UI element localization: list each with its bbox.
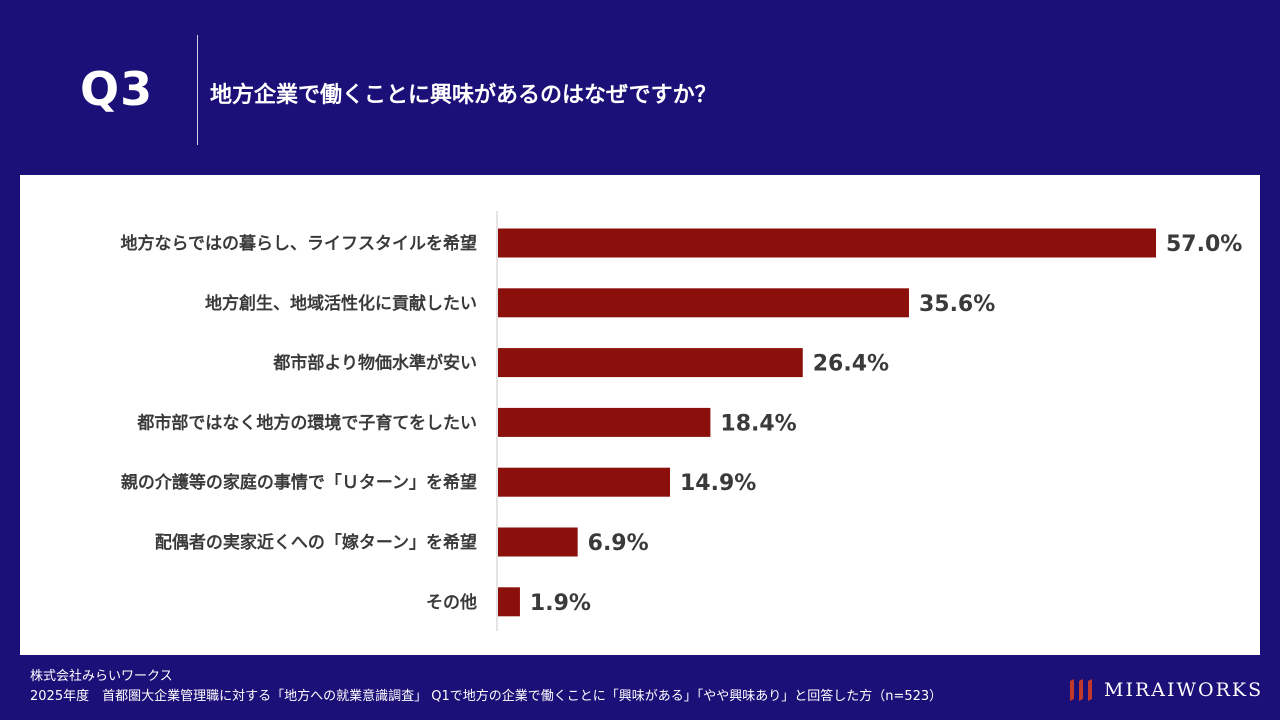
bar-2 <box>498 288 909 318</box>
bar-7 <box>498 587 520 617</box>
bar-1 <box>498 228 1156 258</box>
company-logo: MIRAIWORKS <box>1068 676 1263 704</box>
source-note: 2025年度 首都圏大企業管理職に対する「地方への就業意識調査」 Q1で地方の企… <box>30 689 943 704</box>
bar-chart: 地方ならではの暮らし、ライフスタイルを希望 57.0% 地方創生、地域活性化に貢献し… <box>121 211 1242 631</box>
value-label-1: 57.0% <box>1166 232 1242 257</box>
footer: 株式会社みらいワークス 2025年度 首都圏大企業管理職に対する「地方への就業意… <box>30 667 942 707</box>
bar-6 <box>498 527 578 557</box>
category-label-6: 配偶者の実家近くへの「嫁ターン」を希望 <box>155 532 477 553</box>
question-title: 地方企業で働くことに興味があるのはなぜですか？ <box>210 83 717 108</box>
category-label-4: 都市部ではなく地方の環境で子育てをしたい <box>136 412 477 433</box>
header-divider <box>197 35 198 145</box>
category-label-1: 地方ならではの暮らし、ライフスタイルを希望 <box>121 233 478 254</box>
value-label-3: 26.4% <box>813 352 889 377</box>
value-label-6: 6.9% <box>588 531 649 556</box>
category-label-7: その他 <box>426 592 477 613</box>
bar-3 <box>498 348 803 378</box>
category-label-3: 都市部より物価水準が安い <box>272 353 477 374</box>
company-name: 株式会社みらいワークス <box>30 669 173 684</box>
logo-mark-icon <box>1070 679 1092 701</box>
value-label-5: 14.9% <box>680 471 756 496</box>
bar-5 <box>498 467 671 497</box>
question-number: Q3 <box>80 62 154 116</box>
value-label-4: 18.4% <box>720 411 796 436</box>
value-label-2: 35.6% <box>919 292 995 317</box>
value-label-7: 1.9% <box>530 591 591 616</box>
category-label-2: 地方創生、地域活性化に貢献したい <box>205 293 477 314</box>
header: Q3 地方企業で働くことに興味があるのはなぜですか？ <box>0 0 1280 175</box>
logo-text: MIRAIWORKS <box>1104 679 1264 701</box>
chart-panel: 地方ならではの暮らし、ライフスタイルを希望 57.0% 地方創生、地域活性化に貢献し… <box>20 175 1260 655</box>
category-label-5: 親の介護等の家庭の事情で「Ｕターン」を希望 <box>121 472 477 493</box>
bar-4 <box>498 407 711 437</box>
